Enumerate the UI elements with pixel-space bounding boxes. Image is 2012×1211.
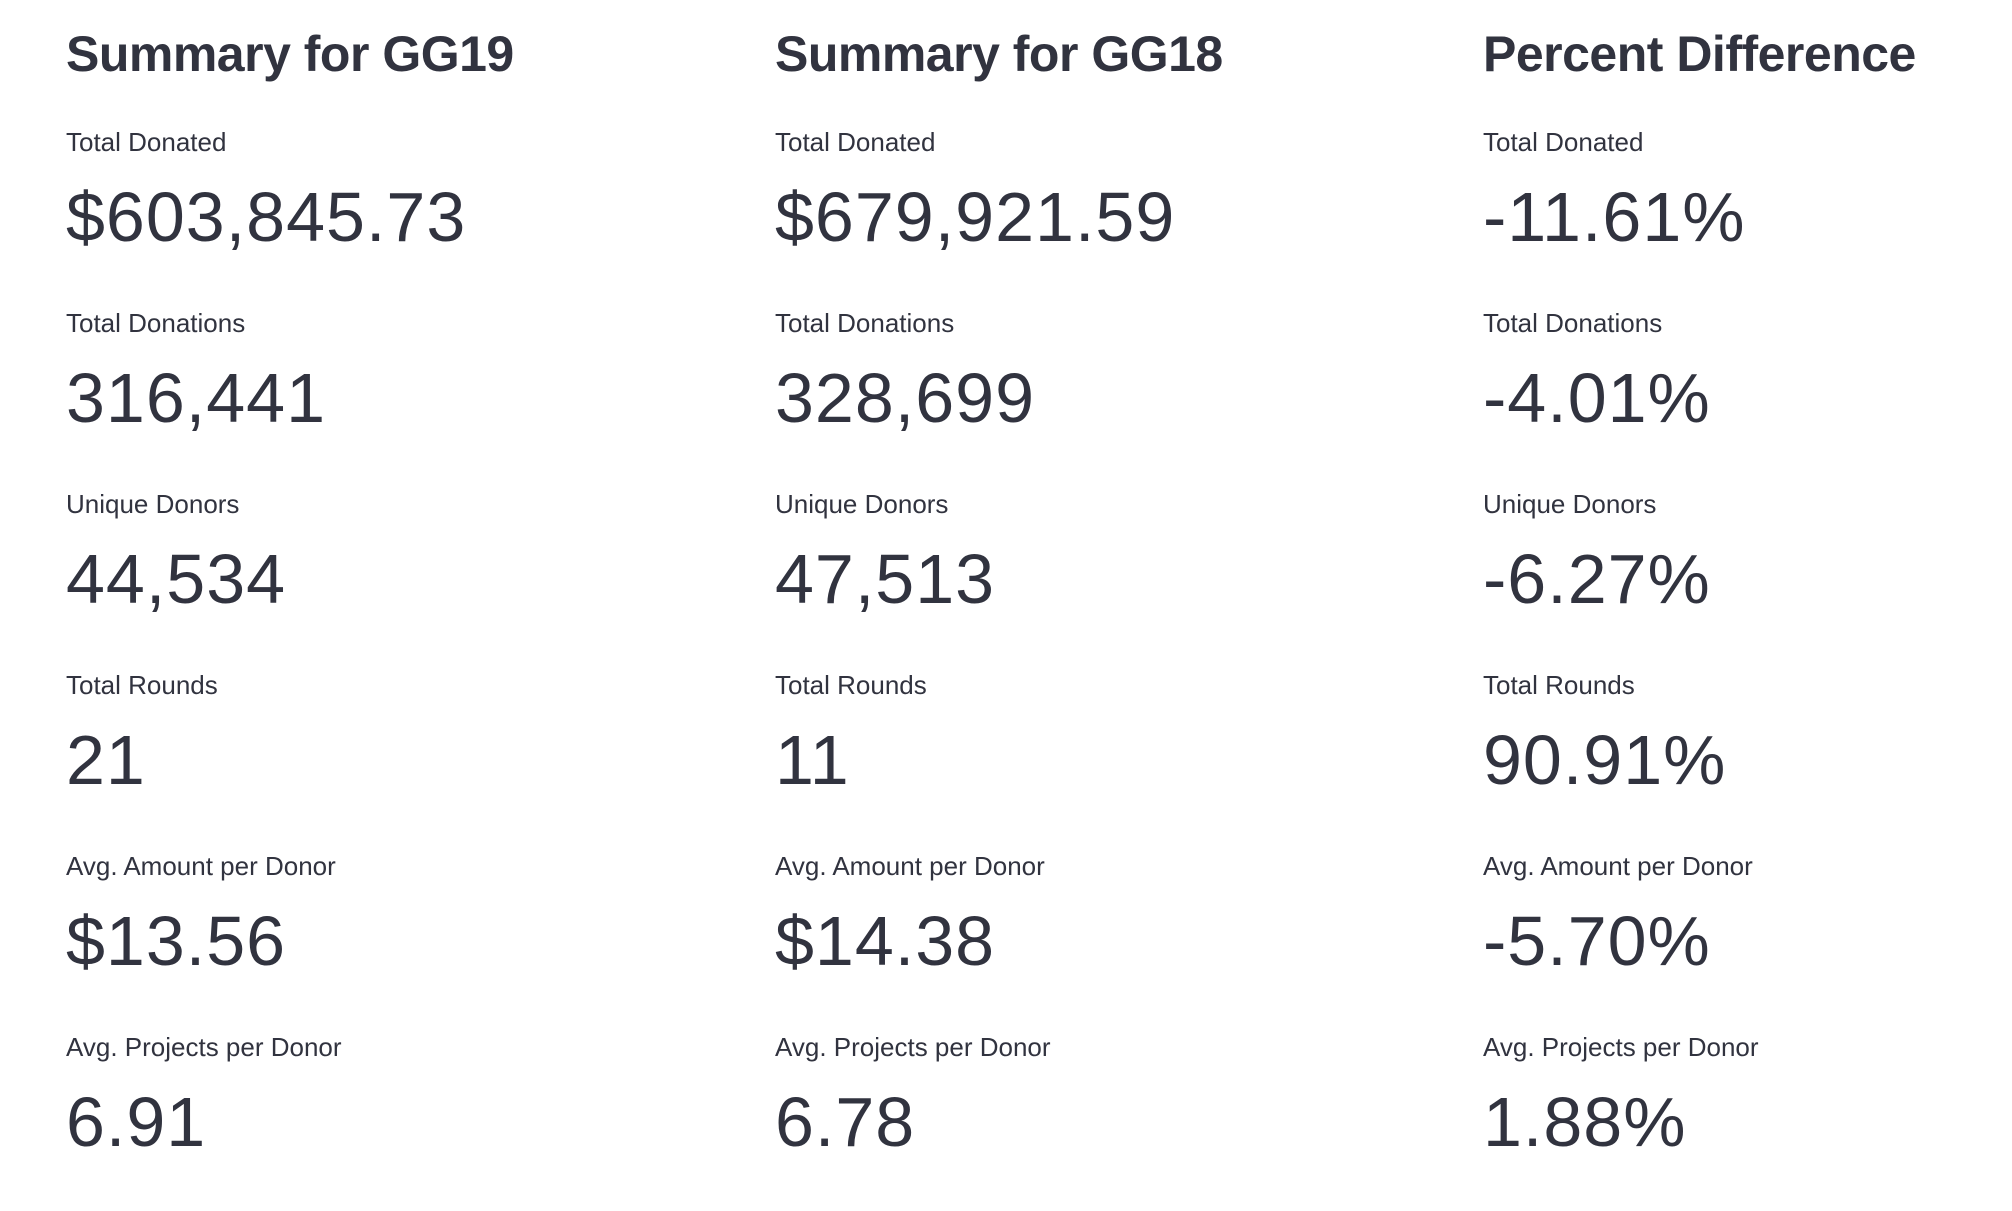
metric-value: 90.91% [1483,721,1727,799]
metric-label: Avg. Projects per Donor [66,1032,342,1062]
metric-label: Total Donated [1483,127,1644,157]
metric-value: 1.88% [1483,1083,1687,1161]
metric-total-rounds: Total Rounds 90.91% [1483,668,2012,802]
metric-value: 47,513 [775,540,996,618]
metric-value: $14.38 [775,902,996,980]
metric-total-donations: Total Donations -4.01% [1483,306,2012,440]
metric-total-donated: Total Donated -11.61% [1483,125,2012,259]
metric-value: 6.78 [775,1083,916,1161]
metric-unique-donors: Unique Donors -6.27% [1483,487,2012,621]
percent-difference-column: Percent Difference Total Donated -11.61%… [1483,24,2012,1211]
metric-value: 11 [775,721,850,799]
column-title-percent-difference: Percent Difference [1483,26,1916,82]
metric-label: Total Rounds [775,670,927,700]
metric-label: Avg. Amount per Donor [1483,851,1753,881]
metric-total-rounds: Total Rounds 21 [66,668,775,802]
metric-label: Avg. Amount per Donor [66,851,336,881]
metric-value: 316,441 [66,359,327,437]
metric-value: $13.56 [66,902,287,980]
summary-column-gg19: Summary for GG19 Total Donated $603,845.… [66,24,775,1211]
metric-avg-projects-per-donor: Avg. Projects per Donor 6.78 [775,1030,1483,1164]
metric-label: Total Donations [1483,308,1663,338]
metric-avg-amount-per-donor: Avg. Amount per Donor $14.38 [775,849,1483,983]
metric-label: Total Donated [775,127,936,157]
metric-label: Total Donated [66,127,227,157]
metric-avg-projects-per-donor: Avg. Projects per Donor 1.88% [1483,1030,2012,1164]
metric-total-donated: Total Donated $679,921.59 [775,125,1483,259]
metric-value: -5.70% [1483,902,1711,980]
metric-label: Total Donations [775,308,955,338]
metric-unique-donors: Unique Donors 44,534 [66,487,775,621]
metric-total-donations: Total Donations 316,441 [66,306,775,440]
metric-avg-amount-per-donor: Avg. Amount per Donor $13.56 [66,849,775,983]
metric-label: Avg. Amount per Donor [775,851,1045,881]
metric-label: Unique Donors [775,489,949,519]
metric-value: 328,699 [775,359,1036,437]
column-title-gg19: Summary for GG19 [66,26,514,82]
metric-label: Total Donations [66,308,246,338]
metric-avg-projects-per-donor: Avg. Projects per Donor 6.91 [66,1030,775,1164]
metric-value: 21 [66,721,146,799]
metric-label: Avg. Projects per Donor [775,1032,1051,1062]
metric-value: -4.01% [1483,359,1711,437]
metric-total-donations: Total Donations 328,699 [775,306,1483,440]
metric-label: Avg. Projects per Donor [1483,1032,1759,1062]
metric-value: 6.91 [66,1083,207,1161]
metric-label: Unique Donors [1483,489,1657,519]
metric-label: Total Rounds [66,670,218,700]
summary-column-gg18: Summary for GG18 Total Donated $679,921.… [775,24,1483,1211]
metric-total-donated: Total Donated $603,845.73 [66,125,775,259]
metric-total-rounds: Total Rounds 11 [775,668,1483,802]
metric-unique-donors: Unique Donors 47,513 [775,487,1483,621]
metric-value: 44,534 [66,540,287,618]
metric-value: $679,921.59 [775,178,1176,256]
metric-value: -6.27% [1483,540,1711,618]
metric-label: Unique Donors [66,489,240,519]
metric-label: Total Rounds [1483,670,1635,700]
metric-value: $603,845.73 [66,178,467,256]
metric-value: -11.61% [1483,178,1746,256]
metric-avg-amount-per-donor: Avg. Amount per Donor -5.70% [1483,849,2012,983]
column-title-gg18: Summary for GG18 [775,26,1223,82]
